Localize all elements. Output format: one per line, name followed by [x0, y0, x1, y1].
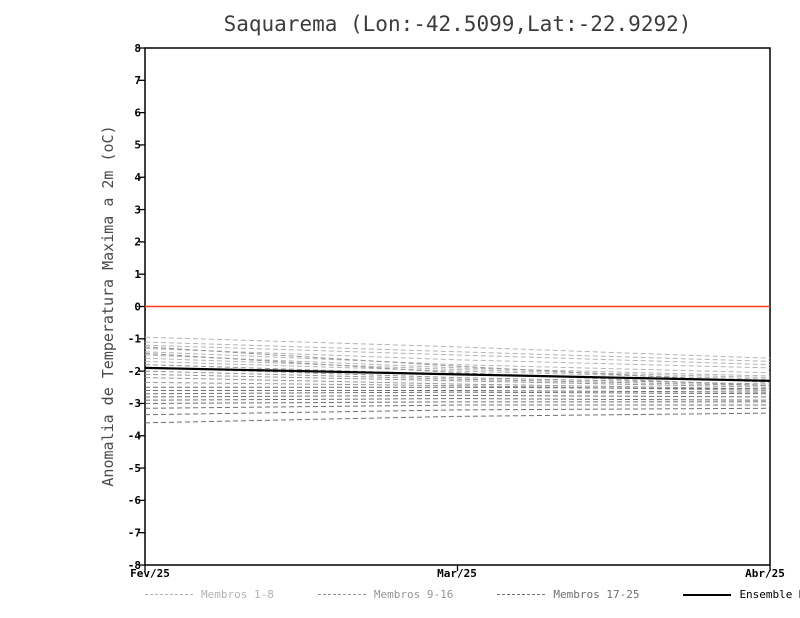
y-axis-label: Anomalia de Temperatura Maxima a 2m (oC) [99, 125, 117, 487]
ensemble-member-line-group-3 [144, 391, 771, 395]
legend-label-members-9-16: Membros 9-16 [373, 588, 454, 601]
legend-entry-members-1-8: Membros 1-8 [145, 588, 274, 601]
ensemble-member-line-group-2 [144, 370, 771, 387]
ensemble-member-line-group-2 [144, 377, 771, 390]
ensemble-member-line-group-2 [144, 352, 771, 387]
y-tick-label: 1 [134, 268, 141, 281]
legend-label-members-1-8: Membros 1-8 [201, 588, 274, 601]
legend-line-sample-members-9-16 [317, 594, 366, 595]
ensemble-member-line-group-3 [144, 398, 771, 401]
ensemble-member-line-group-2 [144, 381, 771, 392]
ensemble-member-line-group-1 [144, 344, 771, 366]
ensemble-member-line-group-3 [145, 390, 771, 393]
legend-line-sample-members-1-8 [145, 594, 193, 595]
y-tick-label: 8 [134, 42, 141, 55]
legend-entry-members-17-25: Membros 17-25 [497, 588, 639, 601]
legend-label-members-17-25: Membros 17-25 [553, 588, 640, 601]
x-tick-label-abr: Abr/25 [745, 567, 785, 580]
y-tick-label: -4 [128, 430, 142, 443]
legend: Membros 1-8 Membros 9-16 Membros 17-25 E… [145, 588, 800, 601]
legend-entry-ensemble-mean: Ensemble Mean [683, 588, 800, 601]
ensemble-member-line-group-3 [144, 401, 770, 404]
ensemble-member-line-group-1 [144, 348, 771, 369]
ensemble-member-line-group-1 [144, 360, 771, 380]
y-tick-label: -6 [128, 494, 142, 507]
ensemble-member-line-group-3 [144, 394, 771, 398]
ensemble-member-line-group-1 [144, 336, 771, 359]
y-tick-label: 0 [134, 300, 141, 313]
ensemble-member-line-group-1 [144, 354, 771, 377]
ensemble-member-line-group-3 [144, 412, 771, 424]
ensemble-member-line-group-3 [144, 407, 771, 416]
ensemble-mean-line [144, 366, 771, 382]
ensemble-member-line-group-1 [144, 351, 771, 374]
x-tick-label-fev: Fev/25 [130, 567, 170, 580]
legend-label-ensemble-mean: Ensemble Mean [739, 588, 800, 601]
ensemble-member-line-group-2 [144, 346, 771, 383]
y-tick-label: 2 [134, 236, 141, 249]
y-tick-label: -1 [128, 333, 142, 346]
legend-entry-members-9-16: Membros 9-16 [317, 588, 454, 601]
chart-title: Saquarema (Lon:-42.5099,Lat:-22.9292) [223, 12, 692, 36]
y-tick-label: -7 [128, 526, 141, 539]
y-tick-label: 3 [134, 203, 141, 216]
y-tick-label: -2 [128, 365, 141, 378]
legend-line-sample-members-17-25 [497, 594, 546, 595]
y-tick-label: -8 [128, 559, 141, 572]
y-tick-label: 4 [134, 171, 141, 184]
y-tick-label: -5 [128, 462, 141, 475]
ensemble-member-line-group-1 [144, 357, 771, 379]
ensemble-member-line-group-1 [144, 341, 771, 362]
x-tick-label-mar: Mar/25 [437, 567, 477, 580]
ensemble-member-line-group-3 [145, 386, 771, 390]
y-tick-label: 5 [134, 139, 141, 152]
ensemble-member-line-group-2 [144, 373, 771, 388]
ensemble-member-line-group-3 [144, 404, 770, 409]
y-tick-label: 6 [134, 106, 141, 119]
legend-line-sample-ensemble-mean [683, 593, 732, 596]
y-tick-label: -3 [128, 397, 141, 410]
y-tick-label: 7 [134, 74, 141, 87]
